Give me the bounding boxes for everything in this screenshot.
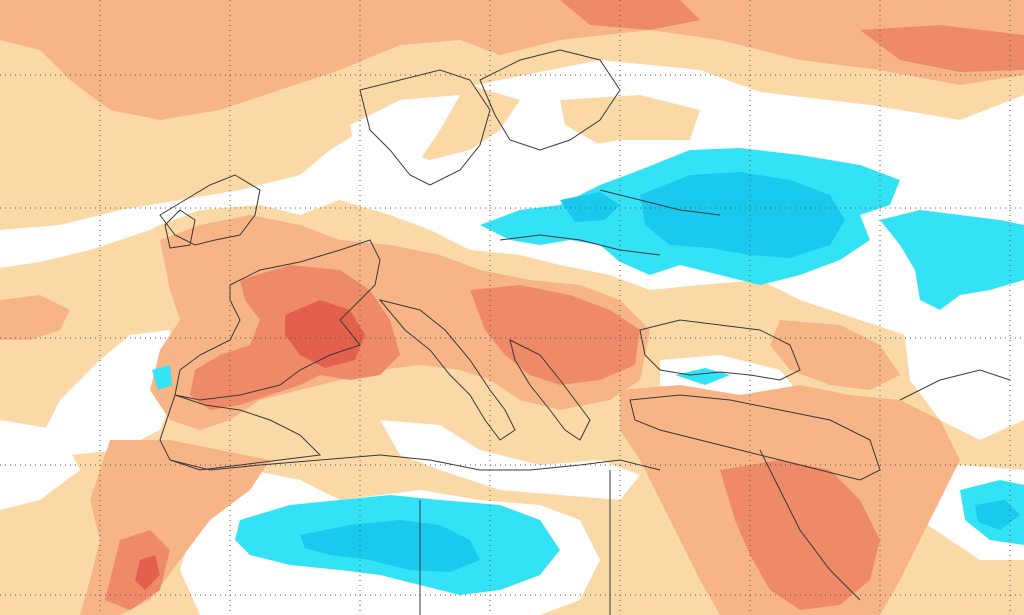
warm-anomaly-level-4 [135,300,365,590]
cold-anomaly-level-2 [300,172,1020,572]
coastlines [159,49,1011,615]
